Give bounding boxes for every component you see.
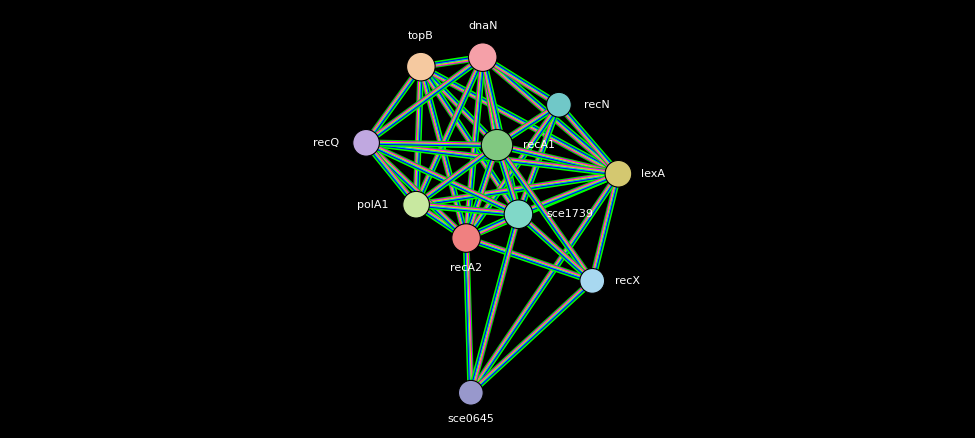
- Circle shape: [605, 160, 632, 187]
- Circle shape: [468, 43, 497, 71]
- Circle shape: [451, 224, 481, 252]
- Text: recN: recN: [584, 100, 610, 110]
- Text: sce0645: sce0645: [448, 414, 494, 424]
- Circle shape: [403, 191, 429, 218]
- Circle shape: [482, 130, 513, 161]
- Circle shape: [580, 268, 604, 293]
- Text: topB: topB: [408, 31, 434, 41]
- Circle shape: [353, 130, 379, 156]
- Text: recX: recX: [615, 276, 641, 286]
- Text: dnaN: dnaN: [468, 21, 497, 31]
- Circle shape: [458, 380, 484, 405]
- Circle shape: [407, 53, 435, 81]
- Text: recQ: recQ: [313, 138, 339, 148]
- Text: sce1739: sce1739: [546, 209, 593, 219]
- Circle shape: [504, 200, 532, 229]
- Text: polA1: polA1: [358, 200, 389, 210]
- Text: recA2: recA2: [450, 262, 483, 272]
- Text: recA1: recA1: [524, 140, 555, 150]
- Text: lexA: lexA: [642, 169, 665, 179]
- Circle shape: [547, 92, 571, 117]
